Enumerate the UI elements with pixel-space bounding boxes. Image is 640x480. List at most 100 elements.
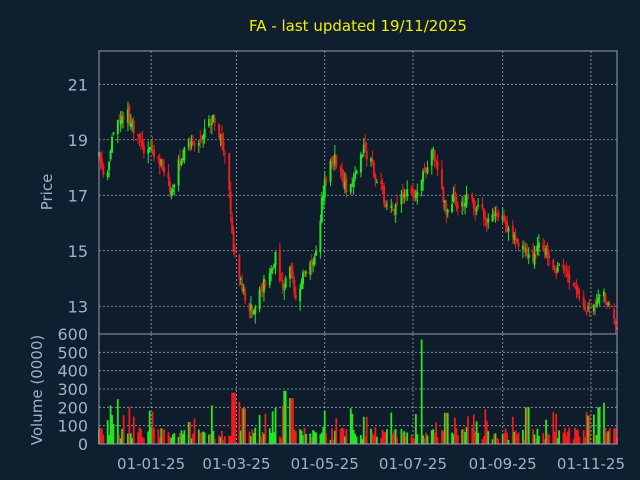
volume-bar (284, 390, 287, 444)
volume-bar (242, 408, 245, 444)
candle (394, 203, 397, 223)
candle (349, 183, 352, 195)
candle-body (477, 205, 480, 207)
candle-body (565, 269, 568, 271)
candle-body (597, 297, 600, 303)
candle-body (455, 197, 458, 208)
volume-bar (487, 431, 490, 444)
volume-bar (422, 435, 425, 444)
candle (284, 275, 287, 290)
candle (274, 251, 277, 275)
candle (462, 196, 465, 211)
candle-body (244, 291, 247, 301)
candle (455, 193, 458, 212)
volume-bar (556, 438, 559, 444)
candle-body (310, 260, 313, 267)
candle-body (332, 155, 335, 166)
candle (112, 132, 115, 136)
volume-bar (587, 415, 589, 444)
volume-bar (319, 434, 322, 444)
volume-bar (451, 432, 453, 444)
candle-body (536, 245, 539, 252)
candle (381, 178, 384, 195)
candle-body (238, 254, 241, 279)
candle (574, 281, 577, 289)
candle-body (602, 291, 605, 296)
volume-bar (504, 428, 507, 444)
volume-bar (597, 407, 600, 444)
candle (341, 162, 344, 182)
volume-bar (150, 427, 152, 444)
volume-bar (264, 413, 267, 444)
candle (565, 261, 568, 278)
volume-bar (148, 410, 151, 444)
candle-body (349, 184, 352, 193)
candle-body (132, 120, 135, 134)
candle-body (484, 216, 487, 221)
candle (400, 189, 403, 213)
volume-bar (99, 428, 102, 444)
candle (426, 160, 429, 175)
volume-bar (228, 435, 231, 444)
candle-body (319, 220, 322, 253)
volume-bar (562, 432, 565, 444)
candle (453, 184, 456, 205)
candle-body (401, 192, 404, 198)
volume-bar (391, 433, 394, 444)
candle-body (268, 272, 271, 286)
candle (582, 290, 585, 311)
candle (607, 301, 610, 307)
volume-bar (213, 439, 216, 444)
candle (171, 184, 174, 197)
candle (513, 231, 516, 245)
volume-bar (603, 402, 605, 444)
volume-bar (248, 431, 251, 444)
volume-bar (132, 416, 135, 444)
candle-body (193, 142, 196, 147)
candle (401, 183, 404, 205)
volume-bar (270, 432, 273, 444)
candle-body (558, 264, 561, 266)
volume-bar (305, 433, 307, 444)
candle-body (436, 161, 439, 171)
candle-body (383, 185, 386, 204)
volume-bar (244, 408, 247, 444)
volume-bar (193, 418, 196, 444)
candle (281, 272, 284, 294)
volume-bar (325, 433, 328, 444)
volume-bar (229, 435, 232, 444)
candle (475, 206, 478, 216)
volume-y-tick-label: 0 (78, 435, 88, 454)
candle-body (516, 238, 519, 243)
candle-body (118, 119, 121, 121)
candle-body (281, 280, 284, 289)
candle-body (111, 137, 114, 153)
volume-bar (445, 412, 448, 444)
candle-body (365, 150, 368, 160)
candle-body (252, 310, 255, 315)
candle (545, 245, 548, 259)
candle (151, 136, 154, 155)
volume-bar (354, 433, 357, 444)
candle-body (456, 205, 459, 209)
volume-bar (183, 430, 186, 444)
candle (413, 189, 416, 202)
candle (121, 111, 124, 129)
candle (148, 146, 151, 153)
candle-body (582, 297, 585, 308)
x-tick-label: 01-11-25 (557, 455, 625, 473)
volume-bar (496, 437, 498, 444)
volume-bar (310, 437, 313, 444)
candle-body (197, 142, 200, 146)
volume-bar (252, 432, 255, 444)
candle-body (374, 175, 377, 181)
volume-bar (396, 437, 398, 444)
candle (304, 269, 307, 278)
volume-bar (173, 433, 176, 444)
candle (231, 212, 234, 234)
candle-body (545, 247, 548, 256)
volume-bar (384, 431, 387, 444)
candle-body (102, 165, 105, 175)
candle (556, 261, 559, 273)
